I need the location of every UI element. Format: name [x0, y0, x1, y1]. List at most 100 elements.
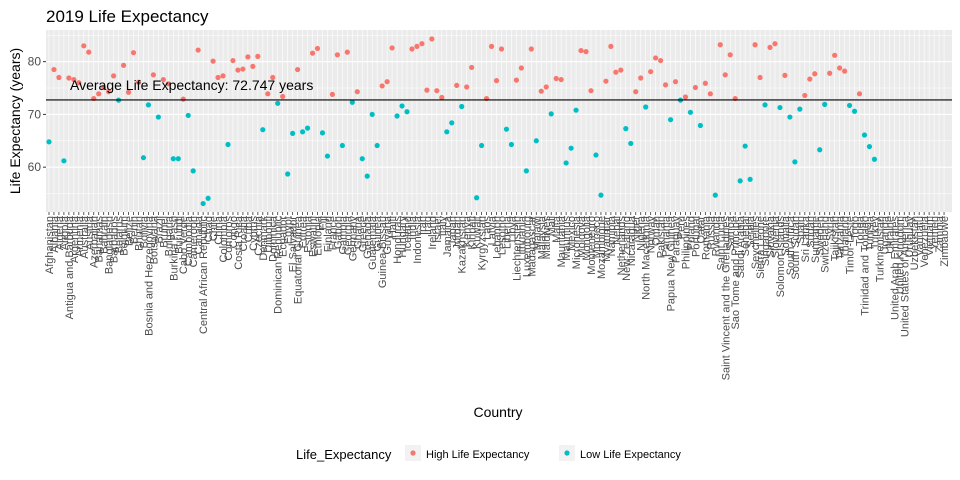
y-axis-ticks: 60 70 80 [28, 55, 46, 174]
point-high [518, 65, 524, 71]
x-tick-label: Latvia [487, 215, 499, 245]
point-high [434, 88, 440, 94]
x-tick-label: Saint Vincent and the Grenadines [720, 216, 732, 381]
point-high [120, 62, 127, 68]
x-tick-label: Somalia [780, 215, 792, 256]
point-high [682, 94, 689, 100]
x-tick-label: United Kingdom [894, 216, 906, 294]
point-high [618, 67, 624, 73]
x-tick-label: China [213, 215, 225, 245]
x-tick-label: Canada [193, 215, 205, 254]
point-low [459, 103, 465, 110]
point-high [81, 43, 87, 49]
point-high [86, 49, 92, 55]
x-tick-label: Malaysia [536, 215, 548, 259]
point-high [135, 79, 142, 85]
point-high [752, 42, 758, 48]
x-tick-label: North Macedonia [641, 215, 653, 300]
point-low [145, 102, 152, 108]
x-tick-label: Bahamas [94, 216, 106, 263]
point-high [354, 89, 360, 95]
x-tick-label: Chad [203, 216, 215, 242]
x-tick-label: Bulgaria [163, 215, 175, 256]
x-tick-label: Cambodia [183, 215, 195, 266]
x-tick-label: Egypt [283, 216, 295, 244]
x-tick-label: Peru [675, 216, 687, 239]
point-high [772, 41, 778, 47]
x-tick-label: Guyana [382, 215, 394, 254]
x-tick-label: Panama [661, 215, 673, 257]
point-low [285, 171, 291, 177]
point-high [498, 46, 505, 52]
x-tick-label: Switzerland [820, 216, 832, 273]
point-low [568, 145, 574, 151]
x-tick-label: Tajikistan [830, 216, 842, 261]
x-tick-label: Timor-Leste [845, 216, 857, 274]
x-tick-label: Myanmar [601, 216, 613, 262]
x-tick-label: Malta [551, 215, 563, 243]
x-tick-label: Greece [357, 216, 369, 252]
point-high [265, 91, 271, 97]
point-high [409, 46, 415, 52]
x-tick-label: Albania [49, 215, 61, 253]
point-high [658, 57, 664, 64]
point-low [643, 104, 649, 110]
x-tick-label: Slovakia [765, 215, 777, 257]
point-low [359, 156, 365, 162]
x-tick-label: Kyrgyzstan [477, 216, 489, 270]
x-tick-label: South Africa [785, 215, 797, 275]
x-tick-label: Japan [447, 216, 459, 246]
point-high [558, 76, 564, 83]
x-tick-label: Hungary [397, 216, 409, 258]
x-tick-label: Eswatini [308, 216, 320, 257]
x-tick-label: Chile [208, 216, 220, 241]
x-tick-label: Papua New Guinea [666, 215, 678, 311]
x-tick-label: Saudi Arabia [735, 215, 747, 278]
x-tick-label: Turkey [869, 216, 881, 250]
point-low [628, 140, 634, 147]
point-high [111, 73, 117, 79]
point-high [195, 47, 201, 53]
x-tick-label: Philippines [680, 216, 692, 270]
point-high [130, 50, 137, 56]
point-high [812, 71, 818, 77]
x-tick-label: Mozambique [596, 216, 608, 279]
x-tick-label: Qatar [695, 216, 707, 244]
point-low [61, 158, 67, 164]
x-tick-label: Georgia [342, 215, 354, 255]
point-low [762, 102, 768, 108]
x-tick-label: Cuba [243, 215, 255, 242]
point-high [692, 84, 699, 91]
x-tick-label: Israel [432, 216, 444, 243]
x-tick-label: Indonesia [412, 215, 424, 264]
x-tick-label: Oman [651, 216, 663, 246]
point-low [687, 109, 694, 115]
point-high [334, 52, 340, 58]
y-axis-title: Life Expectancy (years) [7, 48, 23, 194]
x-tick-label: Bolivia [138, 215, 150, 248]
x-tick-label: Lithuania [516, 215, 528, 261]
x-tick-label: Bangladesh [104, 216, 116, 274]
legend-title: Life_Expectancy [296, 447, 392, 462]
x-tick-label: Lebanon [492, 216, 504, 259]
x-tick-label: Mongolia [581, 215, 593, 261]
point-low [190, 168, 196, 174]
point-high [513, 77, 520, 83]
point-high [707, 91, 713, 97]
x-tick-label: Armenia [74, 215, 86, 257]
point-high [230, 57, 236, 64]
x-tick-label: Azerbaijan [89, 216, 101, 268]
x-tick-label: Estonia [303, 215, 315, 253]
x-tick-label: Ethiopia [313, 215, 325, 256]
x-tick-label: Trinidad and Tobago [859, 216, 871, 316]
x-tick-label: Norway [646, 216, 658, 254]
legend-label: Low Life Expectancy [580, 449, 681, 461]
point-low [697, 122, 703, 129]
x-tick-label: Brazil [153, 216, 165, 244]
x-tick-label: France [327, 216, 339, 250]
x-tick-label: Guinea [372, 215, 384, 251]
point-high [220, 73, 226, 79]
average-annotation: Average Life Expectancy: 72.747 years [70, 77, 313, 93]
point-high [827, 70, 833, 76]
